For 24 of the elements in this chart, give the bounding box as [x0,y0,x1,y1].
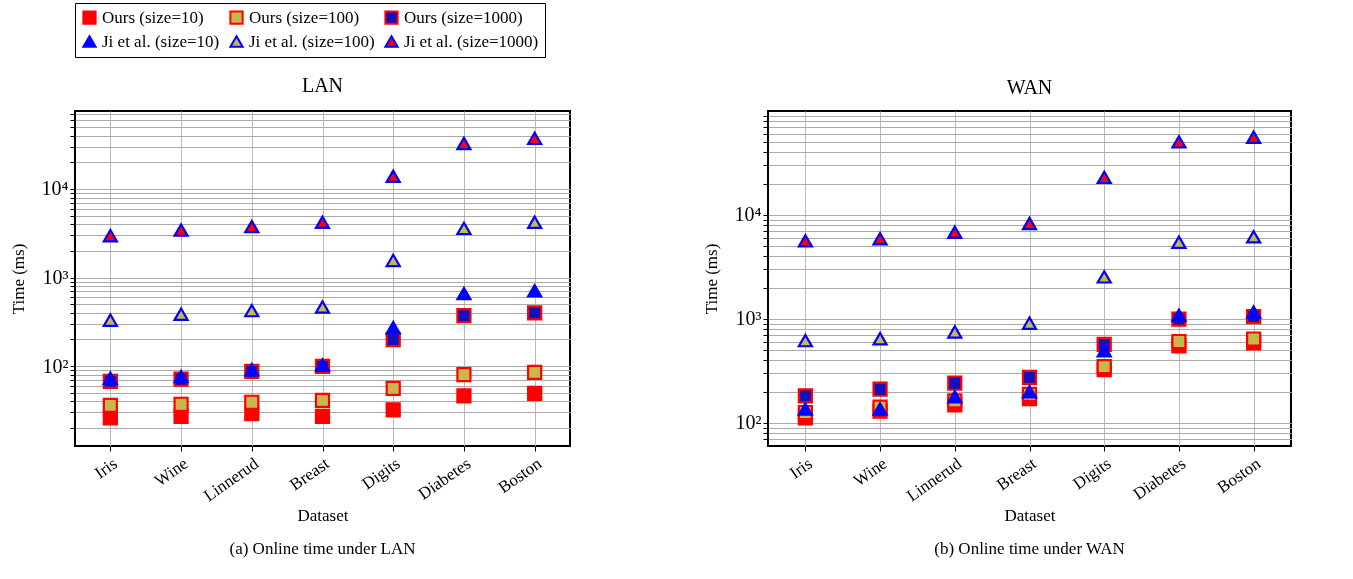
y-tick-label: 10³ [42,266,69,289]
x-tick-label: Wine [150,453,192,491]
x-tick-label: Iris [91,453,121,483]
legend-label: Ours (size=1000) [404,7,523,27]
text: (a) Online time under LAN [229,539,416,558]
legend-label: Ours (size=100) [249,7,360,27]
y-tick-label: 10² [42,354,69,377]
x-tick-label: Wine [849,453,891,491]
y-tick-label: 10³ [735,307,762,330]
y-tick-label: 10⁴ [41,177,69,200]
legend-label: Ji et al. (size=10) [102,31,220,51]
y-axis-title: Time (ms) [8,243,28,315]
y-axis-title: Time (ms) [701,243,721,315]
y-tick-label: 10² [735,411,762,434]
legend-label: Ours (size=10) [102,7,204,27]
y-tick-label: 10⁴ [734,203,762,226]
x-axis-title: Dataset [297,506,349,526]
legend-label: Ji et al. (size=1000) [404,31,539,51]
x-axis-title: Dataset [1004,506,1056,526]
x-tick-label: Iris [786,453,816,483]
text: (b) Online time under WAN [934,539,1125,558]
legend-label: Ji et al. (size=100) [249,31,375,51]
chart-title: WAN [1006,75,1053,98]
chart-title: LAN [301,74,344,97]
